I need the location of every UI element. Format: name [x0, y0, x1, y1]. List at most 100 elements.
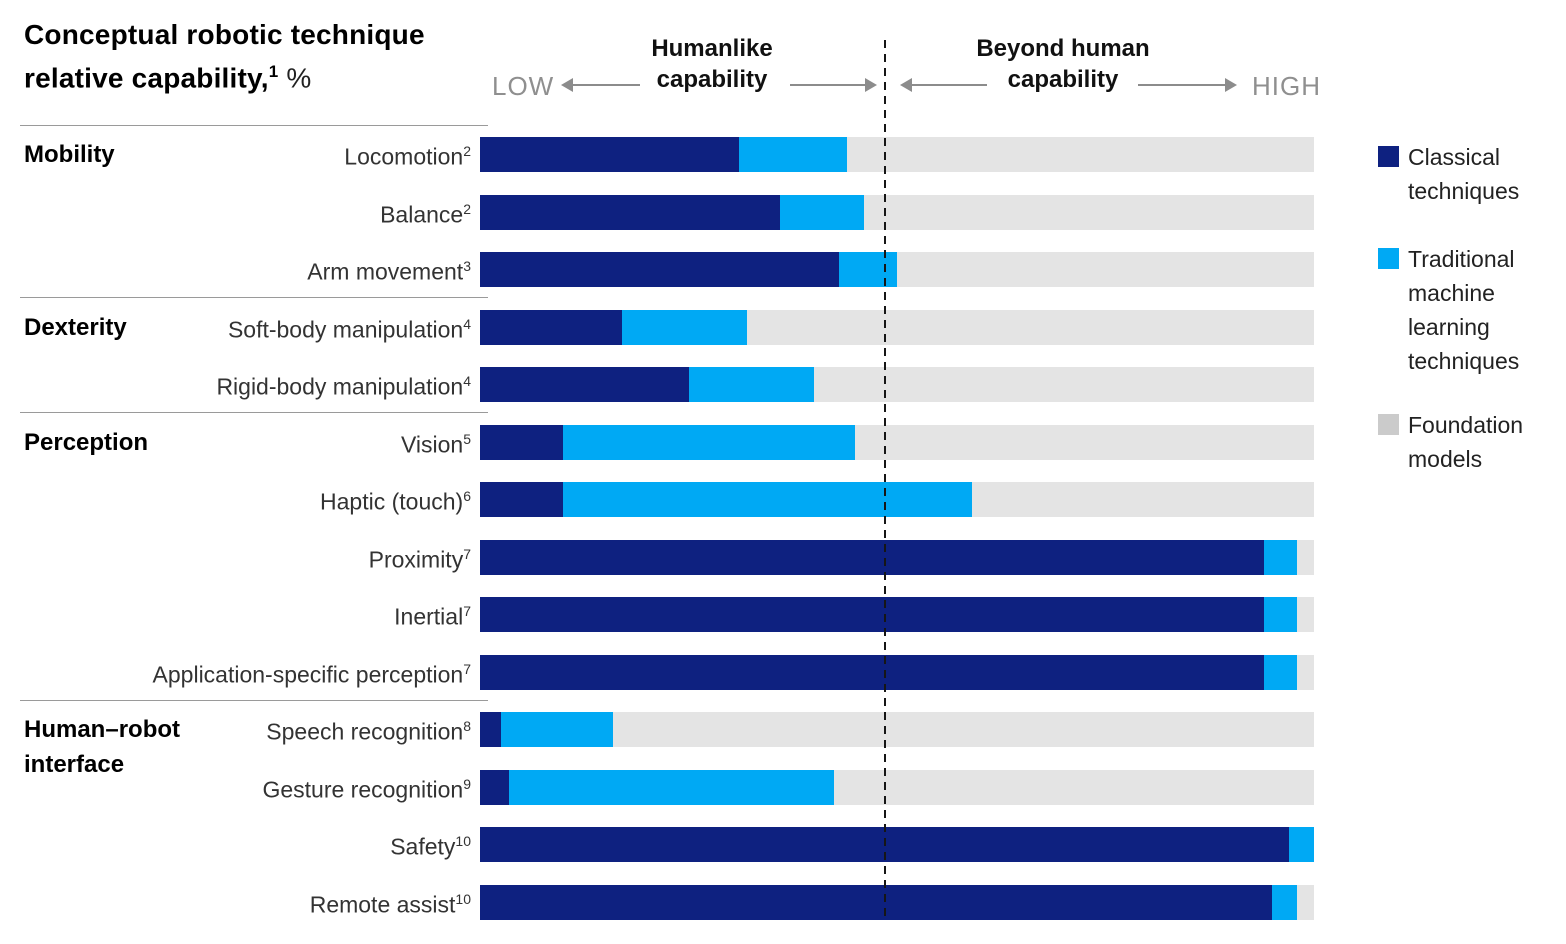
chart-row: Rigid-body manipulation4: [20, 367, 1321, 402]
bar-segment-classical-techniques: [480, 539, 1264, 575]
bar-segment-traditional-ml: [563, 424, 856, 460]
chart-row: Locomotion2: [20, 137, 1321, 172]
legend-item: Foundation models: [1378, 408, 1548, 476]
row-label: Balance2: [380, 200, 471, 228]
stacked-bar: [480, 712, 1314, 747]
chart-title: Conceptual robotic technique relative ca…: [24, 16, 425, 96]
chart-row: Remote assist10: [20, 884, 1321, 920]
legend-swatch-icon: [1378, 146, 1399, 167]
stacked-bar: [480, 597, 1314, 632]
row-footnote-marker: 7: [463, 545, 471, 562]
bar-segment-classical-techniques: [480, 482, 564, 517]
beyond-zone-label: Beyond human capability: [976, 35, 1150, 93]
stacked-bar: [480, 482, 1314, 517]
chart-row: Safety10: [20, 827, 1321, 862]
arrow-shaft: [911, 84, 987, 86]
axis-low-label: LOW: [492, 71, 555, 101]
stacked-bar: [480, 309, 1314, 345]
humanlike-zone-label: Humanlike capability: [651, 35, 773, 93]
stacked-bar: [480, 137, 1314, 172]
legend-label: Foundation models: [1408, 412, 1524, 472]
bar-segment-traditional-ml: [509, 769, 835, 805]
stacked-bar: [480, 367, 1314, 402]
row-label: Speech recognition8: [266, 718, 471, 745]
title-footnote-marker: 1: [268, 62, 279, 81]
row-label: Locomotion2: [344, 143, 471, 170]
group-divider: [20, 124, 488, 126]
arrow-shaft: [572, 84, 640, 86]
stacked-bar: [480, 884, 1314, 920]
axis-high-label: HIGH: [1252, 71, 1321, 101]
stacked-bar: [480, 194, 1314, 230]
title-unit: %: [278, 62, 312, 94]
chart-row: Speech recognition8: [20, 712, 1321, 747]
row-footnote-marker: 7: [463, 660, 471, 677]
chart-row: Soft-body manipulation4: [20, 309, 1321, 345]
bar-segment-traditional-ml: [780, 194, 864, 230]
group-label: Dexterity: [24, 313, 127, 341]
bar-segment-classical-techniques: [480, 309, 622, 345]
bar-segment-classical-techniques: [480, 654, 1264, 690]
stacked-bar: [480, 654, 1314, 690]
bar-segment-classical-techniques: [480, 194, 781, 230]
chart-row: Application-specific perception7: [20, 654, 1321, 690]
bar-segment-traditional-ml: [621, 309, 747, 345]
chart-row: Gesture recognition9: [20, 769, 1321, 805]
arrow-left-icon: [900, 78, 912, 92]
chart-row: Proximity7: [20, 539, 1321, 575]
group-divider: [20, 699, 488, 701]
bar-segment-traditional-ml: [500, 712, 614, 747]
legend-item: Classical techniques: [1378, 140, 1548, 208]
arrow-left-icon: [561, 78, 573, 92]
group-divider: [20, 297, 488, 298]
row-footnote-marker: 4: [463, 373, 471, 390]
row-label: Proximity7: [368, 545, 471, 573]
row-footnote-marker: 7: [463, 603, 471, 620]
row-footnote-marker: 9: [463, 775, 471, 792]
bar-segment-classical-techniques: [480, 712, 501, 747]
bar-segment-classical-techniques: [480, 424, 564, 460]
bar-segment-traditional-ml: [1272, 884, 1298, 920]
bar-segment-traditional-ml: [563, 482, 973, 517]
bar-segment-classical-techniques: [480, 597, 1264, 632]
capability-boundary-dashed-line: [884, 40, 886, 920]
row-label: Rigid-body manipulation4: [216, 373, 471, 400]
chart-row: Vision5: [20, 424, 1321, 460]
row-footnote-marker: 4: [463, 315, 471, 332]
legend-label: Classical techniques: [1408, 144, 1520, 204]
arrow-shaft: [790, 84, 866, 86]
row-footnote-marker: 2: [463, 200, 471, 217]
row-label: Inertial7: [394, 603, 471, 630]
row-label: Gesture recognition9: [262, 775, 471, 803]
arrow-right-icon: [865, 78, 877, 92]
legend-swatch-icon: [1378, 414, 1399, 435]
group-divider: [20, 412, 488, 413]
stacked-bar: [480, 769, 1314, 805]
bar-segment-classical-techniques: [480, 769, 510, 805]
row-footnote-marker: 10: [455, 890, 471, 907]
arrow-shaft: [1138, 84, 1226, 86]
chart-row: Haptic (touch)6: [20, 482, 1321, 517]
row-label: Soft-body manipulation4: [227, 315, 471, 343]
bar-segment-traditional-ml: [838, 252, 897, 287]
row-footnote-marker: 2: [463, 143, 471, 160]
chart-title-line2: relative capability,1 %: [24, 62, 312, 94]
bar-segment-classical-techniques: [480, 884, 1273, 920]
bar-segment-traditional-ml: [738, 137, 847, 172]
row-footnote-marker: 8: [463, 718, 471, 735]
row-footnote-marker: 6: [463, 488, 471, 505]
row-label: Safety10: [390, 833, 471, 860]
bar-segment-traditional-ml: [1263, 539, 1298, 575]
chart-row: Inertial7: [20, 597, 1321, 632]
arrow-right-icon: [1225, 78, 1237, 92]
stacked-bar: [480, 424, 1314, 460]
bar-segment-traditional-ml: [1263, 597, 1298, 632]
group-label: Mobility: [24, 141, 115, 168]
bar-segment-classical-techniques: [480, 137, 739, 172]
bar-segment-classical-techniques: [480, 252, 839, 287]
row-footnote-marker: 3: [463, 258, 471, 275]
legend-label: Traditional machine learning techniques: [1408, 246, 1520, 374]
legend-swatch-icon: [1378, 248, 1399, 269]
chart-row: Balance2: [20, 194, 1321, 230]
